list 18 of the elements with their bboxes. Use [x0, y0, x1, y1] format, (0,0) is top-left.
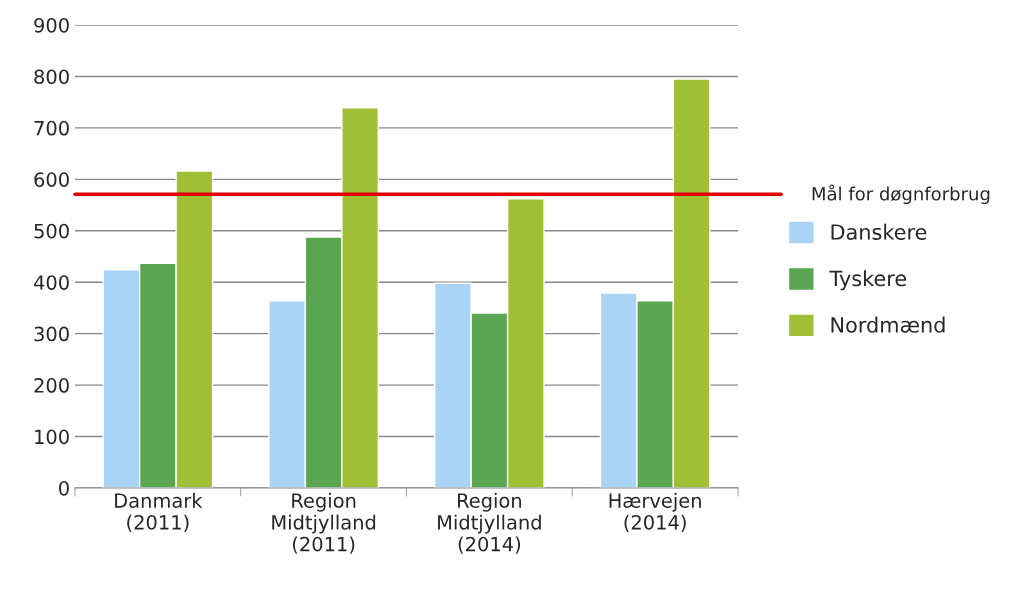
- y-tick-label: 0: [59, 480, 69, 496]
- x-tick-label: Hærvejen (2014): [609, 492, 701, 532]
- x-tick-label: Danmark (2011): [115, 492, 203, 532]
- y-tick-label: 700: [34, 120, 69, 136]
- legend-label: Nordmænd: [831, 316, 945, 333]
- legend-label: Danskere: [831, 223, 927, 240]
- y-tick-label: 800: [34, 69, 69, 85]
- y-tick-label: 300: [34, 326, 69, 342]
- ref-line-label: Mål for døgnforbrug: [812, 184, 990, 205]
- legend-label: Tyskere: [829, 270, 907, 291]
- y-tick-label: 900: [34, 17, 69, 33]
- y-tick-label: 100: [35, 429, 69, 445]
- y-tick-label: 400: [33, 275, 69, 290]
- y-tick-label: 500: [34, 223, 69, 239]
- x-tick-label: Region Midtjylland (2014): [438, 492, 541, 554]
- y-tick-label: 600: [34, 172, 69, 187]
- y-tick-label: 200: [34, 378, 69, 393]
- x-tick-label: Region Midtjylland (2011): [272, 492, 376, 554]
